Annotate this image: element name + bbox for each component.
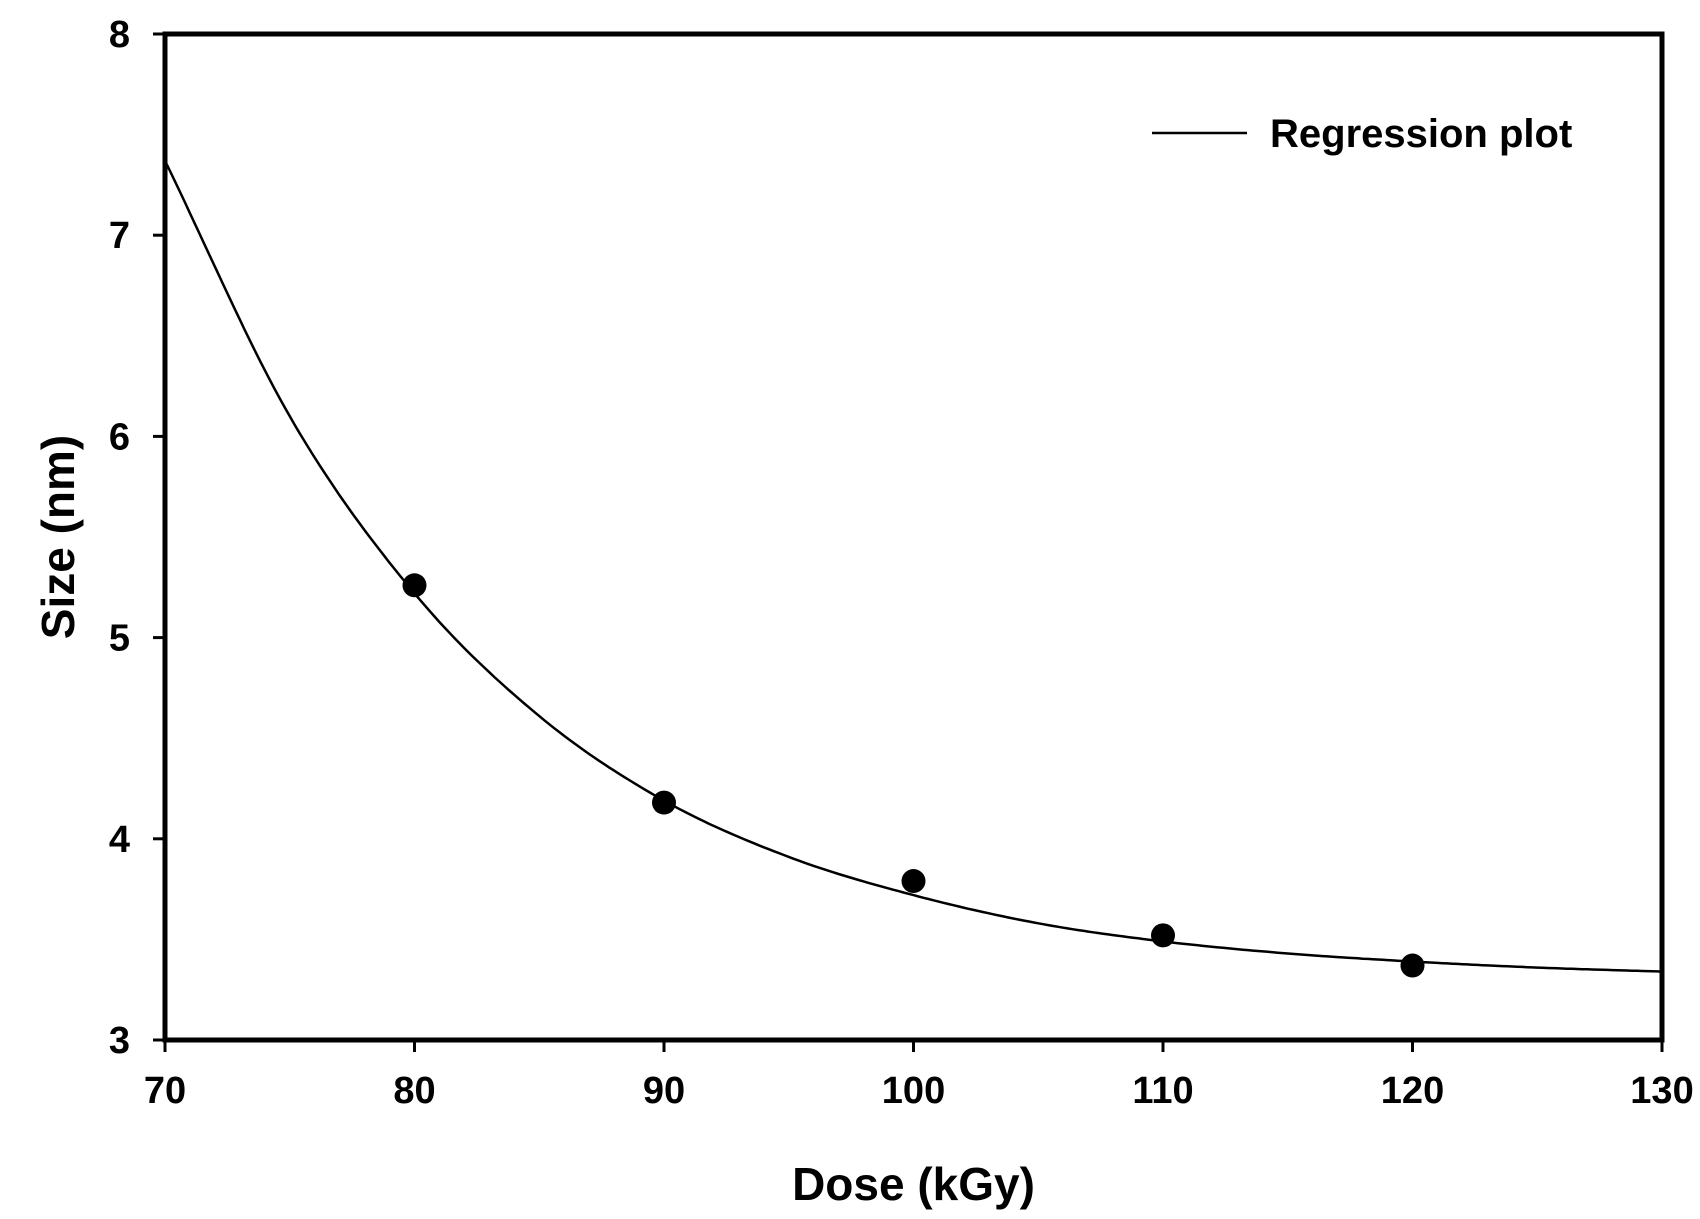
y-tick-label: 7	[109, 215, 130, 257]
legend: Regression plot	[1152, 112, 1572, 156]
y-tick-label: 5	[109, 618, 130, 660]
x-axis-title: Dose (kGy)	[792, 1158, 1035, 1210]
data-point	[402, 573, 427, 598]
x-tick-label: 70	[144, 1070, 186, 1112]
x-tick-label: 90	[643, 1070, 685, 1112]
y-tick-label: 8	[109, 14, 130, 56]
data-point	[1400, 953, 1425, 978]
x-tick-label: 120	[1381, 1070, 1444, 1112]
y-axis-ticks: 3 4 5 6 7 8	[109, 14, 165, 1062]
x-tick-label: 100	[882, 1070, 945, 1112]
x-tick-label: 110	[1132, 1070, 1193, 1112]
data-point	[901, 869, 926, 894]
x-axis-ticks: 70 80 90 100 110 120 130	[144, 1040, 1694, 1112]
data-point	[652, 790, 676, 815]
scatter-layer	[402, 573, 1425, 978]
legend-label: Regression plot	[1270, 112, 1572, 156]
y-axis-title: Size (nm)	[32, 435, 84, 639]
x-tick-label: 80	[393, 1070, 435, 1112]
x-tick-label: 130	[1630, 1070, 1693, 1112]
y-tick-label: 4	[109, 819, 130, 861]
y-tick-label: 6	[109, 416, 130, 458]
plot-frame	[162, 31, 1665, 1043]
data-point	[1151, 923, 1175, 948]
y-tick-label: 3	[109, 1020, 130, 1062]
